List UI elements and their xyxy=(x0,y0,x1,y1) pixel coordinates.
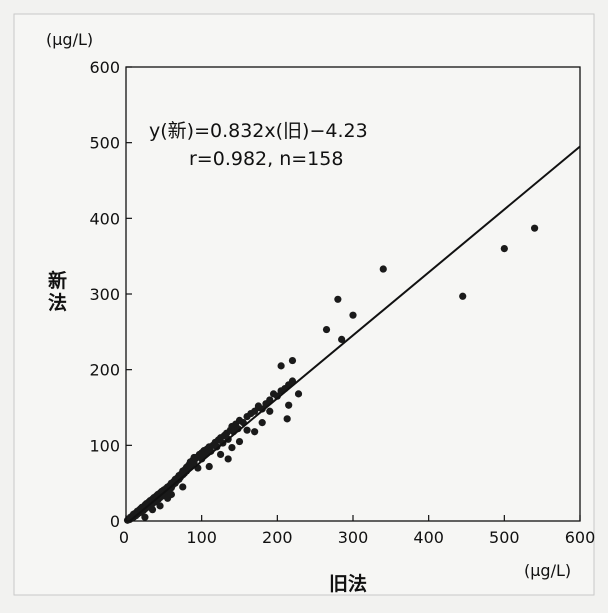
data-point xyxy=(288,356,297,365)
data-point xyxy=(228,444,236,452)
x-tick-label: 0 xyxy=(119,528,129,547)
data-point xyxy=(277,362,285,370)
data-point xyxy=(148,506,157,514)
x-tick-label: 100 xyxy=(186,528,217,547)
data-point xyxy=(156,502,164,510)
data-point xyxy=(379,265,387,273)
data-point xyxy=(322,325,331,334)
data-point xyxy=(224,455,232,463)
x-axis-title: 旧法 xyxy=(329,572,367,595)
y-unit-label: (μg/L) xyxy=(46,30,93,49)
x-tick-label: 600 xyxy=(565,528,596,547)
y-tick-label: 500 xyxy=(89,134,120,153)
correlation-stats: r=0.982, n=158 xyxy=(189,148,343,170)
y-tick-label: 600 xyxy=(89,58,120,77)
x-unit-label: (μg/L) xyxy=(524,561,571,580)
y-tick-label: 300 xyxy=(89,285,120,304)
data-point xyxy=(349,311,357,319)
data-point xyxy=(283,415,291,423)
x-tick-label: 200 xyxy=(262,528,293,547)
regression-equation: y(新)=0.832x(旧)−4.23 xyxy=(149,120,368,142)
data-point xyxy=(235,437,244,446)
y-tick-label: 100 xyxy=(89,436,120,455)
x-tick-label: 500 xyxy=(489,528,520,547)
data-point xyxy=(266,407,274,415)
data-point xyxy=(179,483,187,491)
x-tick-label: 400 xyxy=(413,528,444,547)
x-tick-label: 300 xyxy=(338,528,369,547)
y-axis-title: 新 法 xyxy=(48,269,74,314)
data-point xyxy=(251,428,259,436)
data-point xyxy=(285,401,293,409)
data-point xyxy=(205,462,213,471)
plot-frame xyxy=(125,66,581,522)
data-point xyxy=(338,335,346,343)
data-point xyxy=(266,396,274,404)
data-point xyxy=(167,490,175,499)
data-point xyxy=(531,224,539,232)
data-point xyxy=(258,419,266,427)
y-tick-label: 0 xyxy=(110,512,120,531)
data-point xyxy=(243,426,251,434)
regression-line xyxy=(129,145,581,522)
data-point xyxy=(334,295,342,303)
data-point xyxy=(216,450,225,459)
data-point xyxy=(288,377,297,385)
data-point xyxy=(141,513,149,521)
y-tick-label: 200 xyxy=(89,361,120,380)
data-point xyxy=(213,443,221,451)
y-tick-label: 400 xyxy=(89,209,120,228)
data-point xyxy=(254,402,263,410)
data-point xyxy=(294,390,303,398)
data-point xyxy=(459,292,467,300)
data-point xyxy=(500,245,508,253)
chart-panel xyxy=(13,13,595,596)
